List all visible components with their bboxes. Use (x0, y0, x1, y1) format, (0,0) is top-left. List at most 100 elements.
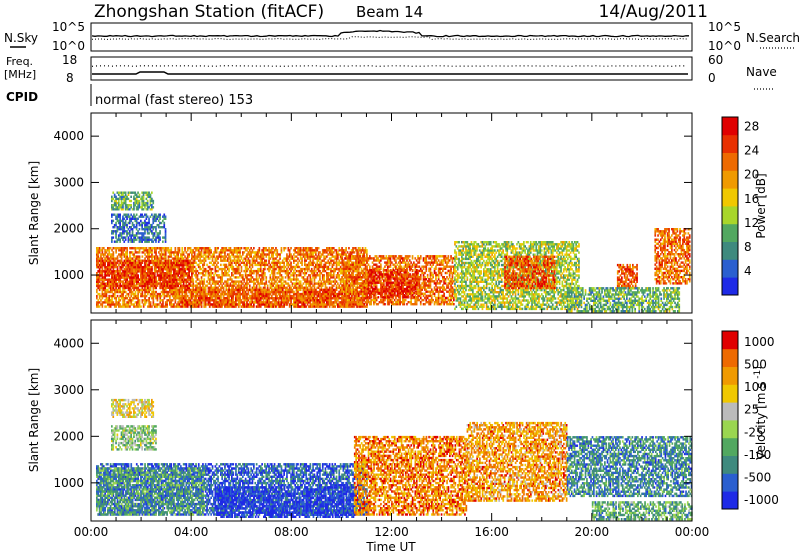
heatmap-cell (134, 270, 137, 273)
heatmap-cell (119, 247, 122, 250)
heatmap-cell (273, 251, 276, 254)
heatmap-cell (155, 290, 157, 294)
heatmap-cell (174, 294, 177, 298)
heatmap-cell (122, 274, 124, 277)
heatmap-cell (169, 301, 171, 304)
heatmap-cell (180, 282, 182, 285)
heatmap-cell (299, 274, 302, 277)
heatmap-cell (193, 274, 196, 277)
heatmap-cell (96, 303, 98, 306)
heatmap-cell (141, 292, 144, 296)
heatmap-cell (243, 303, 246, 306)
heatmap-cell (107, 290, 109, 294)
heatmap-cell (293, 276, 295, 279)
heatmap-cell (213, 274, 215, 277)
heatmap-cell (160, 249, 163, 252)
heatmap-cell (133, 263, 135, 267)
heatmap-cell (104, 299, 106, 302)
heatmap-cell (144, 249, 146, 252)
heatmap-cell (181, 255, 184, 258)
heatmap-cell (217, 286, 219, 289)
heatmap-cell (166, 294, 168, 298)
heatmap-cell (163, 292, 166, 296)
heatmap-cell (211, 297, 214, 300)
heatmap-cell (178, 305, 181, 308)
heatmap-cell (184, 247, 186, 250)
heatmap-cell (283, 303, 285, 306)
heatmap-cell (98, 257, 101, 260)
heatmap-cell (338, 284, 341, 287)
heatmap-cell (120, 253, 123, 256)
heatmap-cell (152, 292, 155, 296)
heatmap-cell (127, 288, 130, 292)
heatmap-cell (102, 255, 105, 258)
heatmap-cell (160, 266, 163, 269)
heatmap-cell (155, 255, 157, 258)
heatmap-cell (215, 263, 218, 267)
heatmap-cell (248, 294, 251, 298)
heatmap-cell (133, 280, 135, 283)
heatmap-cell (247, 247, 250, 250)
heatmap-cell (364, 247, 367, 250)
heatmap-cell (166, 265, 168, 269)
heatmap-cell (281, 290, 284, 294)
heatmap-cell (323, 259, 325, 262)
heatmap-cell (119, 278, 122, 281)
heatmap-cell (207, 290, 210, 294)
heatmap-cell (127, 276, 130, 279)
heatmap-cell (196, 253, 199, 256)
heatmap-cell (177, 297, 179, 300)
heatmap-cell (118, 299, 120, 302)
heatmap-cell (148, 263, 150, 267)
nsearch-series-line (91, 36, 689, 40)
heatmap-cell (204, 299, 207, 302)
heatmap-cell (144, 290, 146, 294)
heatmap-cell (100, 253, 102, 256)
heatmap-cell (144, 292, 146, 296)
heatmap-cell (239, 272, 241, 275)
heatmap-cell (253, 301, 255, 304)
heatmap-cell (185, 265, 188, 269)
heatmap-cell (122, 303, 124, 306)
heatmap-cell (240, 267, 243, 271)
heatmap-cell (186, 274, 189, 277)
heatmap-cell (155, 276, 157, 279)
heatmap-cell (284, 265, 287, 269)
heatmap-cell (283, 305, 285, 308)
heatmap-cell (324, 284, 327, 287)
heatmap-cell (105, 294, 108, 298)
heatmap-cell (141, 301, 144, 304)
nave-label: Nave (746, 65, 777, 79)
heatmap-cell (96, 263, 98, 267)
heatmap-cell (126, 257, 128, 260)
heatmap-cell (137, 292, 139, 296)
heatmap-cell (112, 257, 115, 260)
heatmap-cell (291, 294, 294, 298)
heatmap-cell (178, 286, 181, 289)
heatmap-cell (222, 288, 225, 292)
heatmap-cell (192, 278, 195, 281)
heatmap-cell (174, 247, 177, 250)
heatmap-cell (203, 261, 206, 264)
heatmap-cell (215, 299, 218, 302)
heatmap-cell (361, 247, 364, 250)
heatmap-cell (232, 299, 235, 302)
heatmap-cell (315, 297, 317, 300)
heatmap-cell (320, 286, 323, 289)
heatmap-cell (339, 286, 342, 289)
heatmap-cell (144, 284, 146, 288)
heatmap-cell (118, 303, 120, 306)
heatmap-cell (101, 267, 104, 271)
heatmap-cell (97, 301, 100, 304)
heatmap-cell (164, 266, 167, 269)
heatmap-cell (133, 292, 135, 296)
heatmap-cell (242, 276, 244, 279)
heatmap-cell (118, 263, 120, 267)
heatmap-cell (265, 261, 268, 264)
heatmap-cell (124, 305, 127, 308)
heatmap-cell (290, 301, 292, 304)
heatmap-cell (331, 253, 334, 256)
heatmap-cell (159, 263, 162, 267)
heatmap-cell (337, 251, 339, 254)
heatmap-cell (264, 267, 266, 271)
